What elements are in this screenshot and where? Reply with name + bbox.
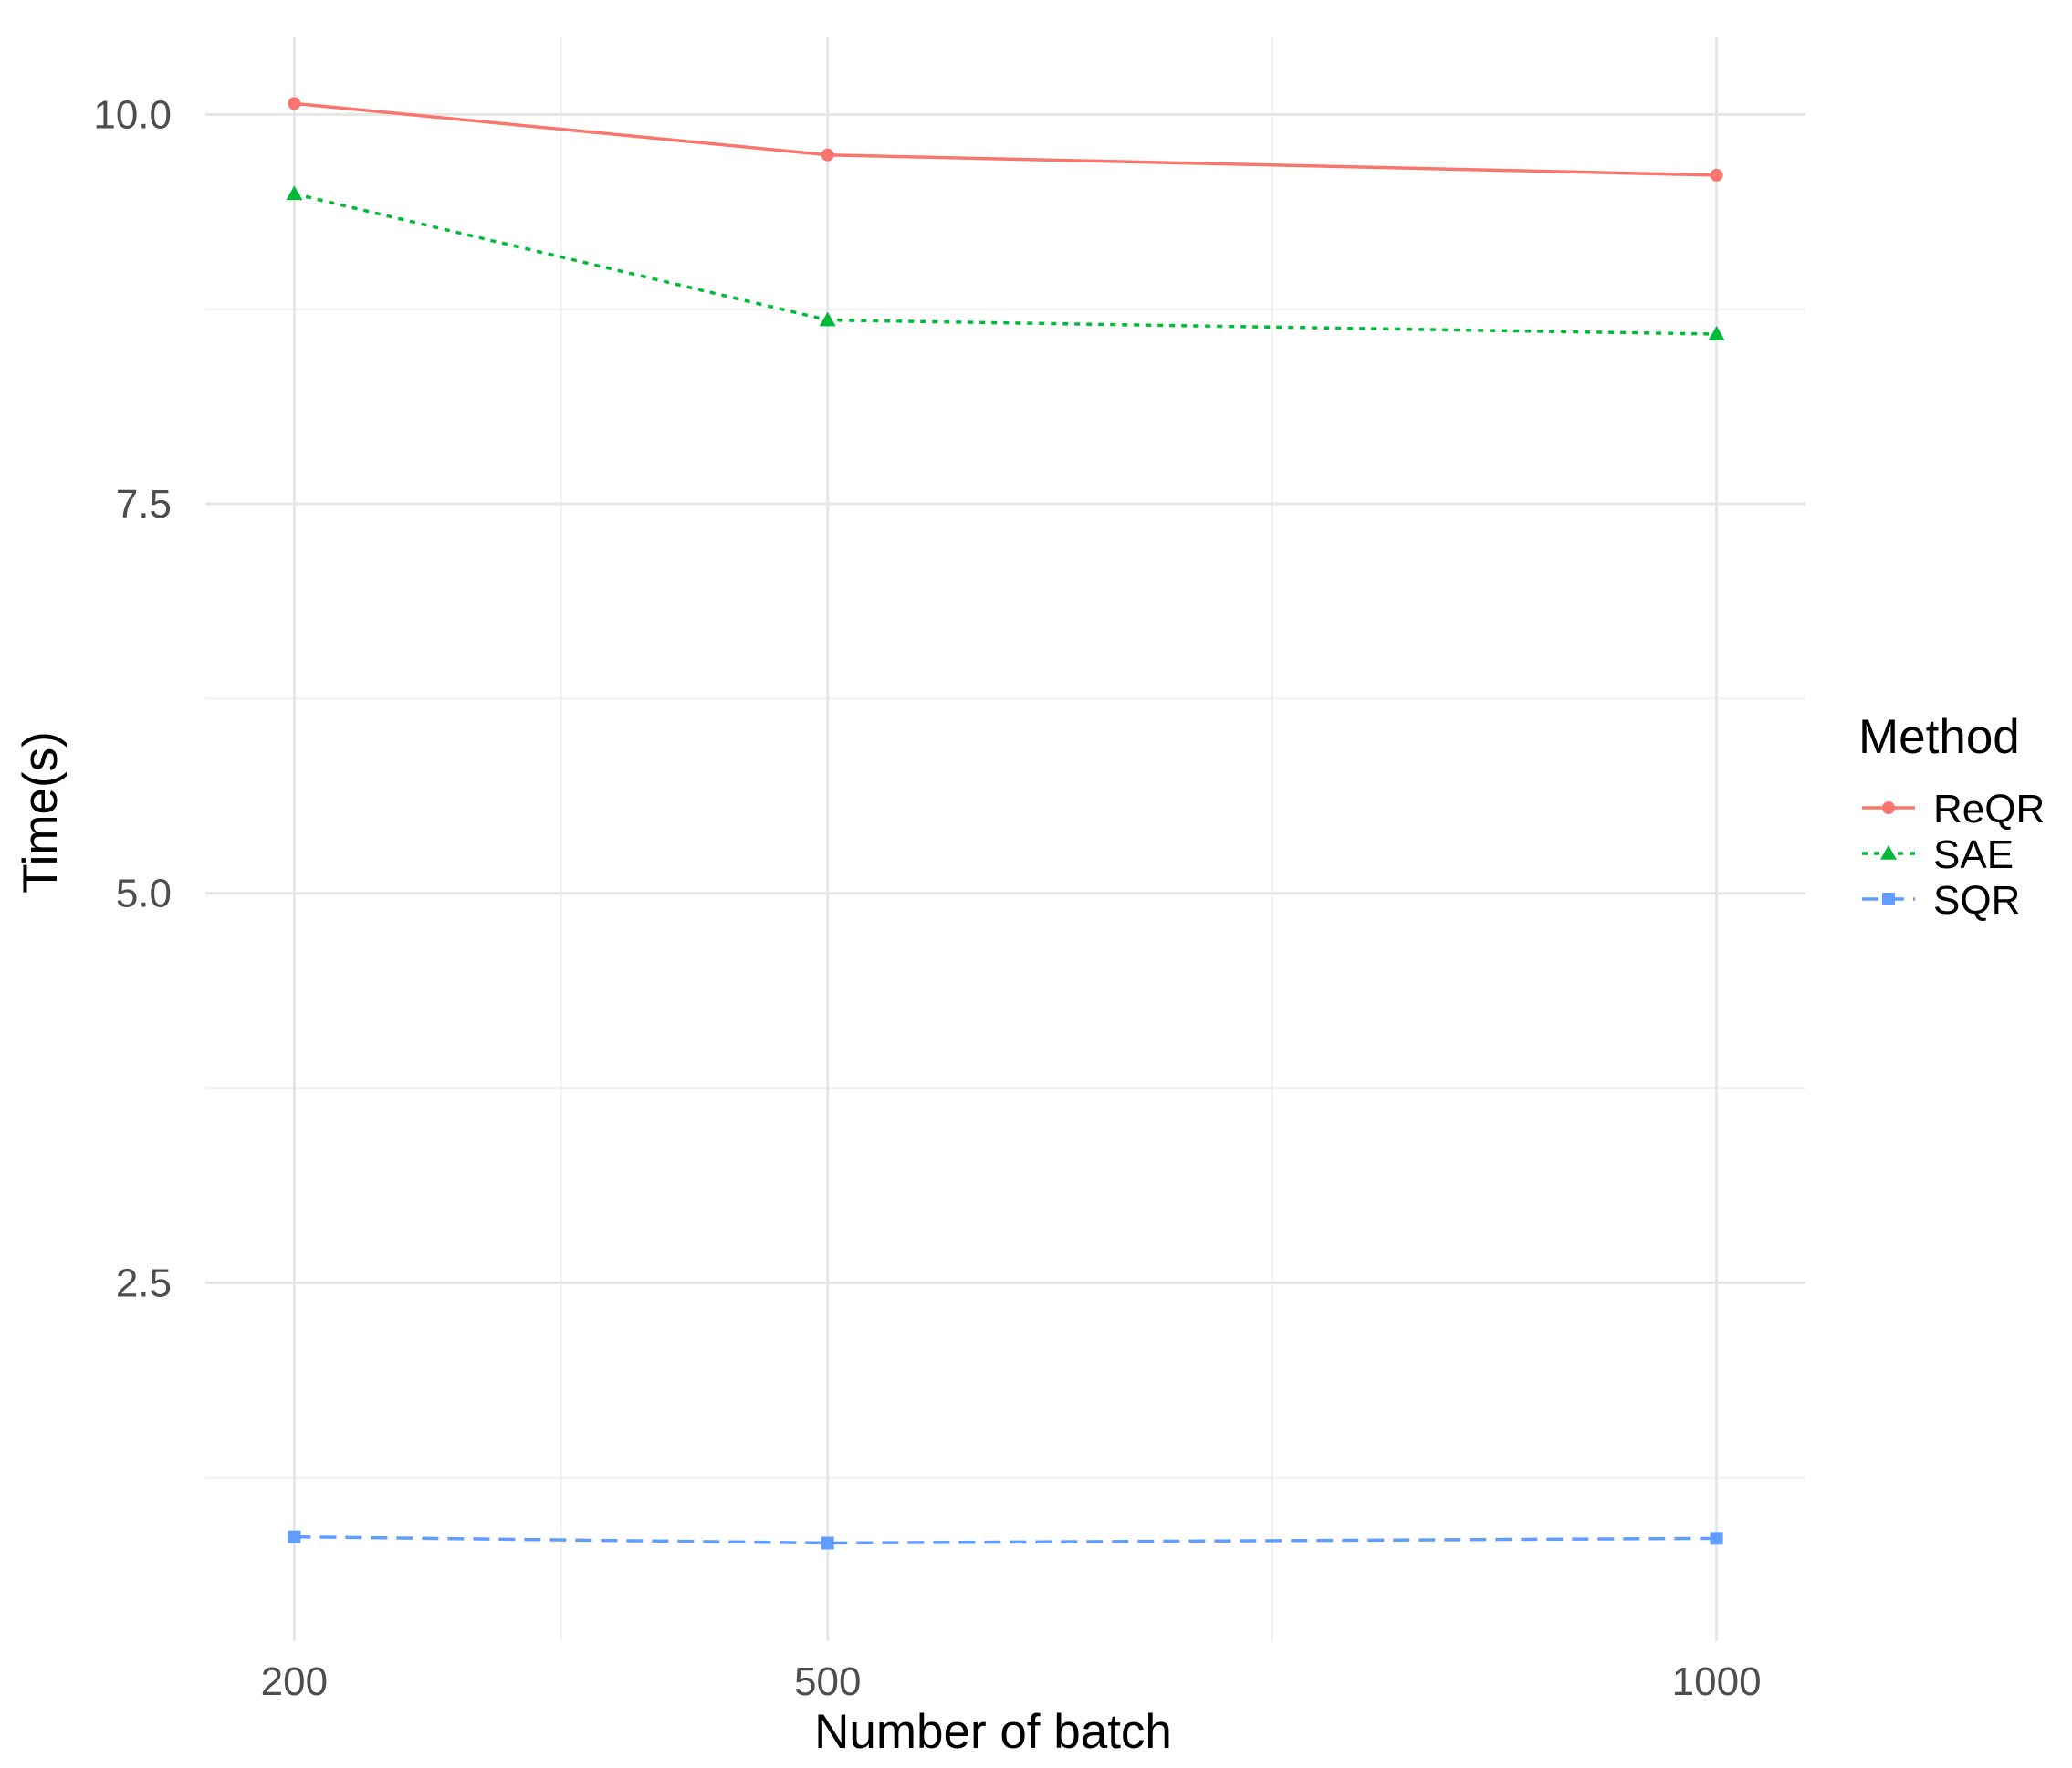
y-tick-label: 2.5 xyxy=(116,1261,172,1305)
x-axis-ticks: 200 500 1000 xyxy=(261,1659,1762,1704)
legend-label-sqr: SQR xyxy=(1933,878,2020,923)
legend-label-sae: SAE xyxy=(1933,832,2014,877)
data-point-sae xyxy=(819,311,836,327)
legend-title: Method xyxy=(1858,710,2020,764)
data-point-sae xyxy=(1708,325,1725,340)
legend-key-marker-sqr xyxy=(1882,893,1895,905)
legend-item-sae: SAE xyxy=(1862,832,2014,877)
x-tick-label: 200 xyxy=(261,1659,328,1704)
x-tick-label: 1000 xyxy=(1672,1659,1762,1704)
series-line-sqr xyxy=(294,1534,1717,1545)
legend-item-reqr: ReQR xyxy=(1862,787,2045,832)
legend-label-reqr: ReQR xyxy=(1933,787,2045,832)
data-point-reqr xyxy=(1710,168,1723,182)
y-tick-label: 7.5 xyxy=(116,482,172,527)
data-point-sqr xyxy=(1710,1532,1723,1545)
series-line-sae xyxy=(293,192,1717,336)
data-point-sqr xyxy=(821,1536,834,1550)
y-tick-label: 5.0 xyxy=(116,872,172,916)
series-markers xyxy=(286,97,1725,1550)
data-point-reqr xyxy=(288,97,301,110)
grid xyxy=(205,37,1805,1641)
legend-key-marker-reqr xyxy=(1882,801,1895,814)
x-axis-title: Number of batch xyxy=(814,1705,1172,1759)
data-point-sqr xyxy=(288,1530,301,1543)
data-point-reqr xyxy=(821,148,834,162)
data-point-sae xyxy=(286,185,303,201)
y-tick-label: 10.0 xyxy=(93,92,172,137)
y-axis-title: Time(s) xyxy=(14,731,68,894)
legend-item-sqr: SQR xyxy=(1862,878,2020,923)
x-tick-label: 500 xyxy=(794,1659,861,1704)
y-axis-ticks: 2.5 5.0 7.5 10.0 xyxy=(93,92,172,1305)
legend-key-marker-sae xyxy=(1880,845,1897,860)
series-lines xyxy=(293,101,1717,1545)
